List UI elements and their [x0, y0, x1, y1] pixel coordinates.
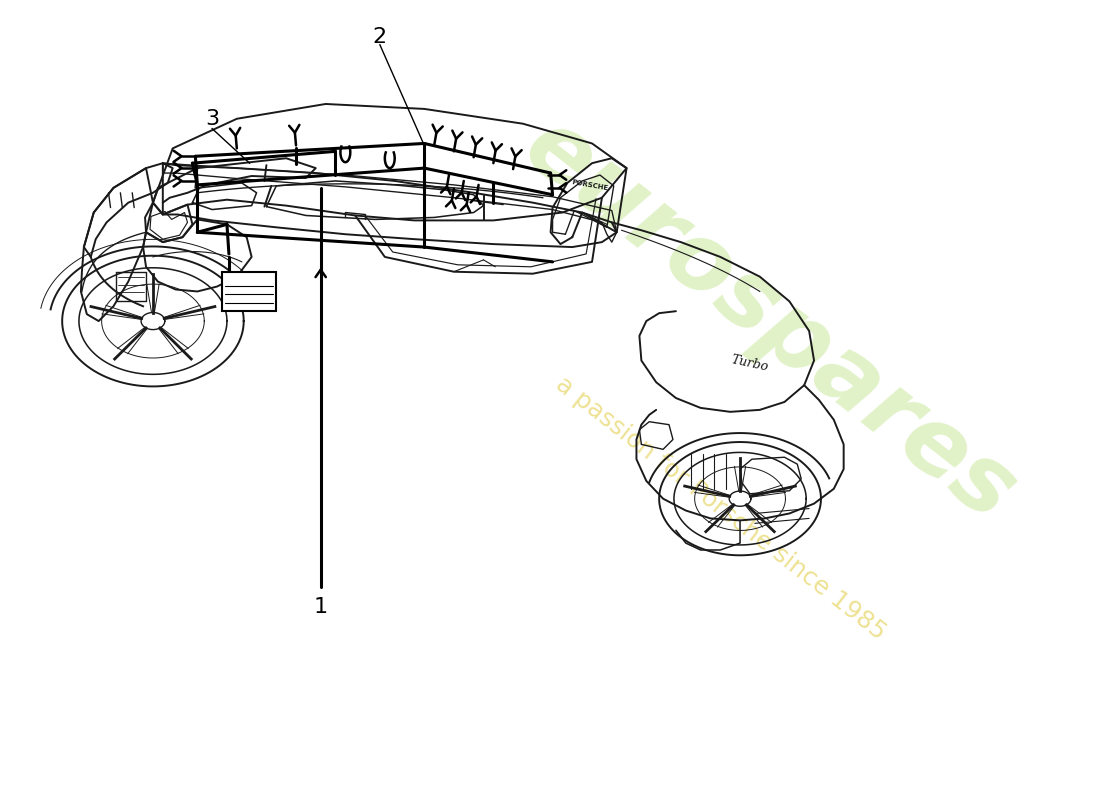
Text: 3: 3: [205, 109, 219, 129]
Text: PORSCHE: PORSCHE: [571, 179, 609, 192]
Text: Turbo: Turbo: [730, 353, 770, 374]
Bar: [222, 272, 276, 311]
Text: 1: 1: [314, 598, 328, 618]
Text: eurospares: eurospares: [506, 101, 1033, 542]
Text: 2: 2: [373, 27, 387, 47]
Text: a passion for Porsche since 1985: a passion for Porsche since 1985: [551, 372, 890, 645]
